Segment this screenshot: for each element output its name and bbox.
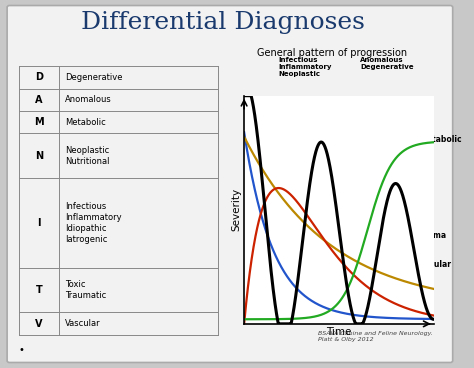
Y-axis label: Severity: Severity <box>231 188 241 231</box>
Text: Differential Diagnoses: Differential Diagnoses <box>81 11 365 34</box>
Text: D: D <box>35 72 43 82</box>
Text: Infectious
Inflammatory
Neoplastic: Infectious Inflammatory Neoplastic <box>278 57 332 77</box>
Text: Vascular: Vascular <box>415 261 452 269</box>
Text: Infectious
Inflammatory
Idiopathic
Iatrogenic: Infectious Inflammatory Idiopathic Iatro… <box>65 202 121 244</box>
Text: I: I <box>37 218 41 228</box>
Text: Trauma: Trauma <box>415 231 447 240</box>
X-axis label: Time: Time <box>326 327 352 337</box>
Text: Metabolic: Metabolic <box>65 118 106 127</box>
Text: Anomalous
Degenerative: Anomalous Degenerative <box>360 57 414 70</box>
Text: M: M <box>34 117 44 127</box>
Text: Anomalous: Anomalous <box>65 95 112 104</box>
Text: Degenerative: Degenerative <box>65 73 122 82</box>
Text: V: V <box>36 319 43 329</box>
Text: T: T <box>36 285 43 295</box>
FancyBboxPatch shape <box>7 6 453 362</box>
Text: General pattern of progression: General pattern of progression <box>257 48 407 58</box>
Text: Vascular: Vascular <box>65 319 100 328</box>
Text: Metabolic: Metabolic <box>419 135 462 144</box>
Text: •: • <box>19 344 25 355</box>
Text: BSAVA Canine and Feline Neurology.
Platt & Olby 2012: BSAVA Canine and Feline Neurology. Platt… <box>318 332 432 342</box>
Text: A: A <box>36 95 43 105</box>
Text: Neoplastic
Nutritional: Neoplastic Nutritional <box>65 146 109 166</box>
Text: N: N <box>35 151 43 161</box>
Text: Toxic
Traumatic: Toxic Traumatic <box>65 280 106 300</box>
